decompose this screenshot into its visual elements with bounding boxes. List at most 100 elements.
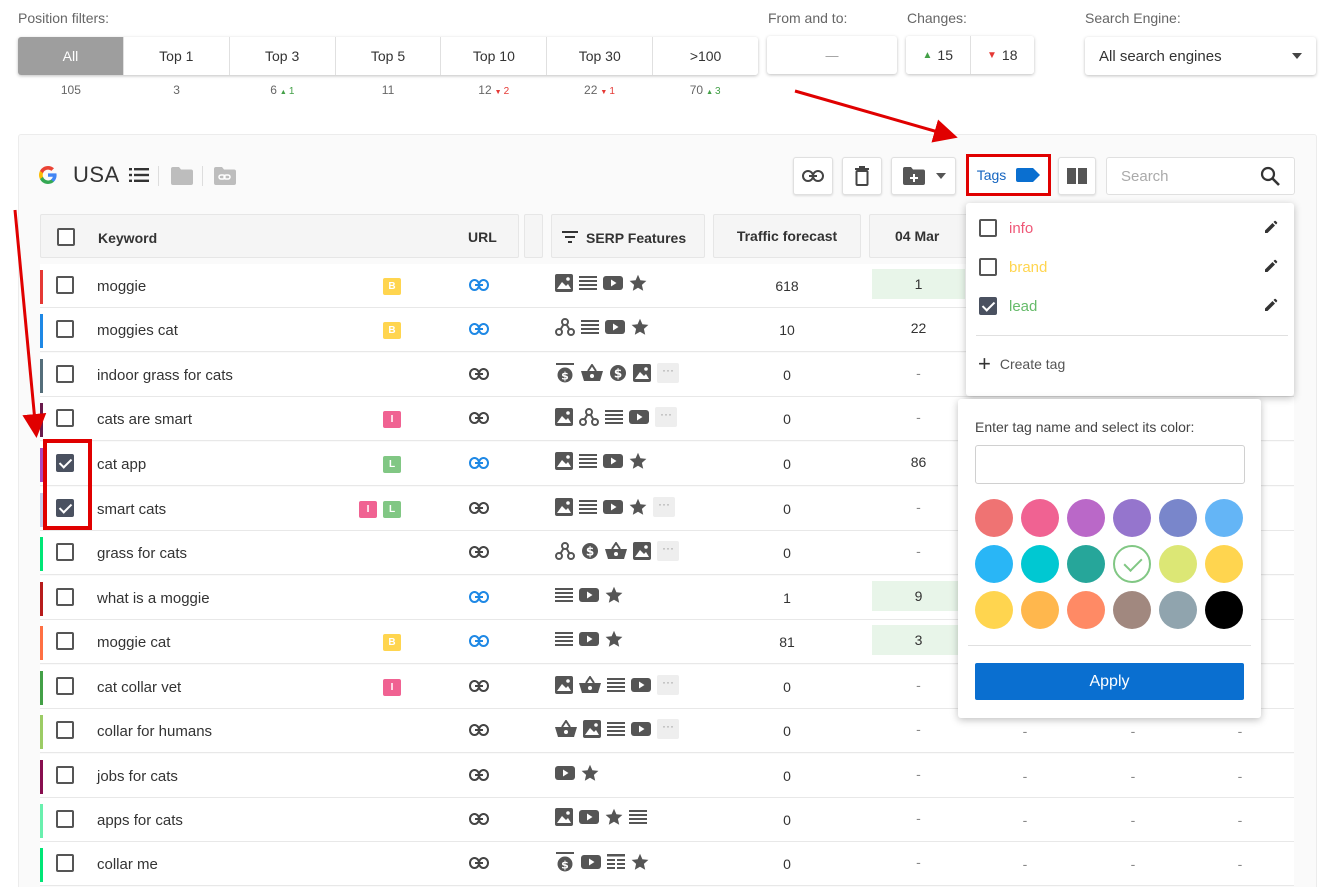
- more-icon[interactable]: ···: [653, 497, 675, 517]
- url-link-icon[interactable]: [469, 590, 489, 608]
- tag-checkbox[interactable]: [979, 258, 997, 276]
- pencil-icon[interactable]: [1264, 220, 1278, 239]
- pencil-icon[interactable]: [1264, 259, 1278, 278]
- tag-item-info[interactable]: info: [979, 217, 1033, 239]
- url-link-icon[interactable]: [469, 322, 489, 340]
- link-folder-icon[interactable]: [213, 166, 237, 186]
- row-checkbox[interactable]: [56, 543, 74, 561]
- keyword-text[interactable]: what is a moggie: [97, 590, 210, 607]
- keyword-text[interactable]: jobs for cats: [97, 768, 178, 785]
- more-icon[interactable]: ···: [657, 675, 679, 695]
- link-button[interactable]: [793, 157, 833, 195]
- keyword-text[interactable]: grass for cats: [97, 545, 188, 562]
- more-icon[interactable]: ···: [655, 407, 677, 427]
- url-link-icon[interactable]: [469, 456, 489, 474]
- url-link-icon[interactable]: [469, 634, 489, 652]
- row-checkbox[interactable]: [56, 677, 74, 695]
- row-checkbox[interactable]: [56, 854, 74, 872]
- keyword-text[interactable]: collar me: [97, 856, 158, 873]
- position-filter-top-1[interactable]: Top 1: [123, 37, 230, 75]
- url-column-header[interactable]: URL: [468, 229, 497, 245]
- color-swatch[interactable]: [1205, 499, 1243, 537]
- search-input[interactable]: Search: [1106, 157, 1295, 195]
- color-swatch[interactable]: [1021, 545, 1059, 583]
- row-checkbox[interactable]: [56, 454, 74, 472]
- changes-down-button[interactable]: ▼ 18: [970, 36, 1034, 74]
- color-swatch[interactable]: [1113, 545, 1151, 583]
- keyword-text[interactable]: cats are smart: [97, 411, 193, 428]
- position-filter-over-100[interactable]: >100: [653, 37, 758, 75]
- row-checkbox[interactable]: [56, 810, 74, 828]
- apply-button[interactable]: Apply: [975, 663, 1244, 700]
- color-swatch[interactable]: [1113, 591, 1151, 629]
- from-to-field[interactable]: —: [767, 36, 897, 74]
- url-link-icon[interactable]: [469, 278, 489, 296]
- position-filter-top-10[interactable]: Top 10: [441, 37, 548, 75]
- tag-checkbox[interactable]: [979, 297, 997, 315]
- url-link-icon[interactable]: [469, 812, 489, 830]
- keyword-text[interactable]: apps for cats: [97, 812, 183, 829]
- row-checkbox[interactable]: [56, 409, 74, 427]
- url-link-icon[interactable]: [469, 768, 489, 786]
- move-to-folder-button[interactable]: [891, 157, 956, 195]
- url-link-icon[interactable]: [469, 501, 489, 519]
- date-header[interactable]: 04 Mar: [869, 214, 969, 258]
- keyword-text[interactable]: collar for humans: [97, 723, 213, 740]
- folder-icon[interactable]: [170, 166, 194, 186]
- position-filter-top-5[interactable]: Top 5: [335, 37, 442, 75]
- search-icon[interactable]: [1260, 166, 1280, 186]
- list-icon[interactable]: [129, 167, 149, 183]
- delete-button[interactable]: [842, 157, 882, 195]
- tag-name-input[interactable]: [975, 445, 1245, 484]
- keyword-text[interactable]: cat collar vet: [97, 679, 182, 696]
- color-swatch[interactable]: [1021, 499, 1059, 537]
- color-swatch[interactable]: [1159, 545, 1197, 583]
- row-checkbox[interactable]: [56, 721, 74, 739]
- more-icon[interactable]: ···: [657, 363, 679, 383]
- color-swatch[interactable]: [1205, 545, 1243, 583]
- row-checkbox[interactable]: [56, 588, 74, 606]
- create-tag-button[interactable]: + Create tag: [978, 353, 1065, 375]
- position-filter-top-30[interactable]: Top 30: [547, 37, 654, 75]
- tag-item-lead[interactable]: lead: [979, 295, 1037, 317]
- columns-button[interactable]: [1058, 157, 1096, 195]
- color-swatch[interactable]: [1067, 499, 1105, 537]
- color-swatch[interactable]: [1021, 591, 1059, 629]
- url-link-icon[interactable]: [469, 856, 489, 874]
- row-checkbox[interactable]: [56, 365, 74, 383]
- traffic-forecast-header[interactable]: Traffic forecast: [713, 214, 861, 258]
- color-swatch[interactable]: [1067, 591, 1105, 629]
- url-link-icon[interactable]: [469, 411, 489, 429]
- keyword-column-header[interactable]: Keyword: [98, 230, 158, 246]
- color-swatch[interactable]: [1113, 499, 1151, 537]
- color-swatch[interactable]: [975, 499, 1013, 537]
- tag-item-brand[interactable]: brand: [979, 256, 1047, 278]
- keyword-text[interactable]: moggies cat: [97, 322, 178, 339]
- color-swatch[interactable]: [1067, 545, 1105, 583]
- tags-button[interactable]: Tags: [966, 154, 1051, 196]
- more-icon[interactable]: ···: [657, 719, 679, 739]
- row-checkbox[interactable]: [56, 320, 74, 338]
- url-link-icon[interactable]: [469, 545, 489, 563]
- serp-features-header[interactable]: SERP Features: [551, 214, 705, 258]
- color-swatch[interactable]: [975, 591, 1013, 629]
- keyword-text[interactable]: cat app: [97, 456, 147, 473]
- row-checkbox[interactable]: [56, 276, 74, 294]
- url-link-icon[interactable]: [469, 723, 489, 741]
- row-checkbox[interactable]: [56, 499, 74, 517]
- tag-checkbox[interactable]: [979, 219, 997, 237]
- position-filter-top-3[interactable]: Top 3: [229, 37, 336, 75]
- color-swatch[interactable]: [975, 545, 1013, 583]
- more-icon[interactable]: ···: [657, 541, 679, 561]
- row-checkbox[interactable]: [56, 632, 74, 650]
- keyword-text[interactable]: moggie: [97, 278, 147, 295]
- color-swatch[interactable]: [1159, 499, 1197, 537]
- position-filter-all[interactable]: All: [18, 37, 124, 75]
- keyword-text[interactable]: moggie cat: [97, 634, 171, 651]
- pencil-icon[interactable]: [1264, 298, 1278, 317]
- changes-up-button[interactable]: ▲ 15: [906, 36, 971, 74]
- color-swatch[interactable]: [1159, 591, 1197, 629]
- color-swatch[interactable]: [1205, 591, 1243, 629]
- search-engine-select[interactable]: All search engines: [1085, 37, 1316, 75]
- url-link-icon[interactable]: [469, 679, 489, 697]
